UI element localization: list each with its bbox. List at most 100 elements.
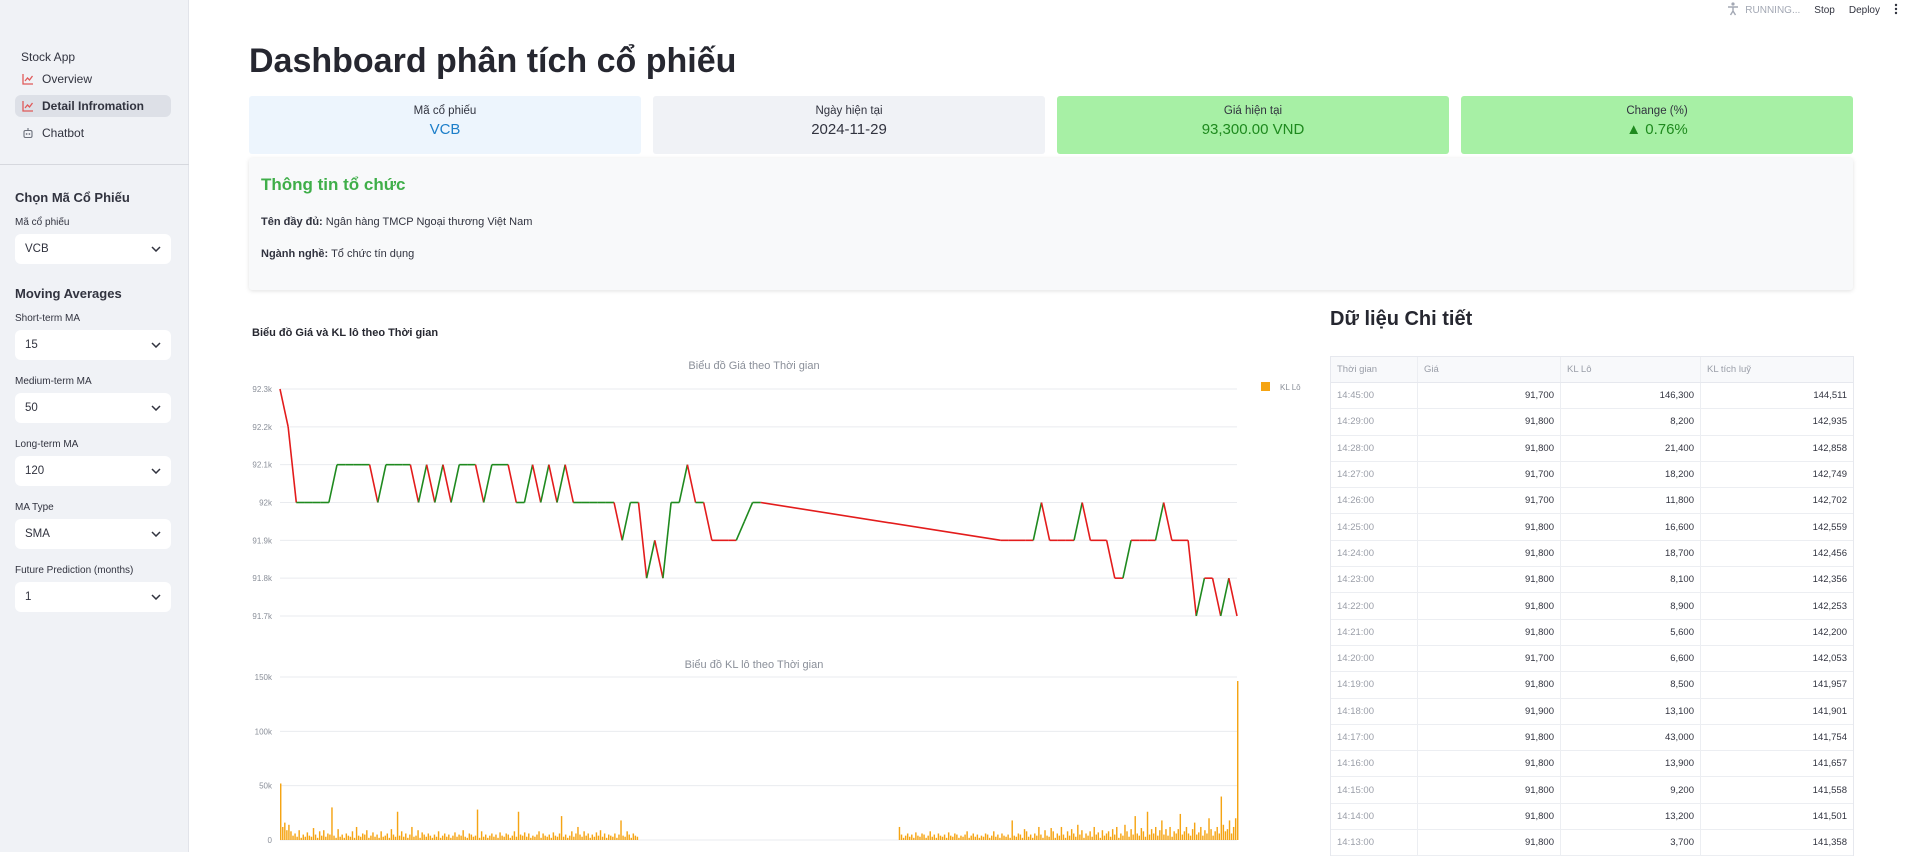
volume-bar [1009,837,1011,840]
chevron-down-icon [151,339,161,351]
volume-bar [1167,835,1169,840]
table-row[interactable]: 14:16:00 91,800 13,900 141,657 [1331,751,1853,778]
more-menu-icon[interactable] [1894,3,1898,18]
table-cell: 142,253 [1812,600,1847,612]
table-row[interactable]: 14:17:00 91,800 43,000 141,754 [1331,724,1853,752]
table-cell: 141,957 [1812,679,1847,691]
future-prediction-select[interactable]: 1 [15,582,171,612]
volume-bar [915,832,917,840]
nav-item-label: Chatbot [42,126,85,140]
nav-item-chatbot[interactable]: Chatbot [15,122,171,144]
column-header-volume[interactable]: KL Lô [1561,357,1701,382]
volume-bar [630,837,632,840]
table-cell: 91,800 [1418,435,1561,461]
volume-bar [1081,830,1083,840]
table-row[interactable]: 14:18:00 91,900 13,100 141,901 [1331,698,1853,725]
table-row[interactable]: 14:28:00 91,800 21,400 142,858 [1331,435,1853,462]
price-line-segment [1228,577,1238,617]
table-row[interactable]: 14:21:00 91,800 5,600 142,200 [1331,619,1853,646]
table-row[interactable]: 14:45:00 91,700 146,300 144,511 [1331,383,1853,410]
table-row[interactable]: 14:20:00 91,700 6,600 142,053 [1331,645,1853,673]
volume-bar [1122,835,1124,840]
volume-bar [1093,826,1095,840]
volume-bar [1019,834,1022,840]
table-row[interactable]: 14:15:00 91,800 9,200 141,558 [1331,777,1853,804]
charts-canvas[interactable]: Biểu đồ Giá theo Thời gian 92.3k92.2k92.… [190,0,1310,852]
volume-bar [470,834,473,840]
table-row[interactable]: 14:14:00 91,800 13,200 141,501 [1331,803,1853,831]
medium-ma-value: 50 [25,402,38,414]
volume-bar [1148,834,1151,840]
table-cell: 43,000 [1561,724,1701,751]
table-row[interactable]: 14:25:00 91,800 16,600 142,559 [1331,514,1853,541]
org-fullname-label: Tên đầy đủ: [261,216,323,228]
medium-ma-select[interactable]: 50 [15,393,171,423]
volume-bar [1228,820,1231,840]
legend-swatch [1261,382,1270,391]
volume-bar [931,836,933,840]
volume-bar [1138,835,1141,840]
volume-bar [413,836,415,840]
volume-bar [1017,833,1020,840]
nav-item-overview[interactable]: Overview [15,68,171,90]
column-header-cumulative[interactable]: KL tích luỹ [1707,364,1752,375]
volume-bar [1196,834,1198,840]
volume-bar [441,835,444,840]
deploy-button[interactable]: Deploy [1848,4,1880,16]
y-tick-label: 92.1k [252,461,273,470]
volume-bar [316,837,319,840]
detail-data-table[interactable]: Thời gian Giá KL Lô KL tích luỹ 14:45:00… [1330,356,1854,856]
volume-bar [1179,813,1182,840]
volume-bar [902,837,905,840]
table-row[interactable]: 14:23:00 91,800 8,100 142,356 [1331,567,1853,594]
table-cell: 141,501 [1812,810,1847,822]
ma-type-select[interactable]: SMA [15,519,171,549]
table-row[interactable]: 14:26:00 91,700 11,800 142,702 [1331,488,1853,515]
table-cell: 91,800 [1418,409,1561,435]
volume-bar [526,836,528,840]
table-row[interactable]: 14:19:00 91,800 8,500 141,957 [1331,672,1853,699]
volume-bar [462,830,464,840]
table-row[interactable]: 14:13:00 91,800 3,700 141,358 [1331,830,1853,856]
long-ma-select[interactable]: 120 [15,456,171,486]
long-ma-value: 120 [25,465,45,477]
column-header-time[interactable]: Thời gian [1331,357,1418,382]
metric-symbol-label: Mã cổ phiếu [413,105,477,117]
volume-bar [312,828,315,840]
volume-bar [898,826,901,840]
table-row[interactable]: 14:22:00 91,800 8,900 142,253 [1331,593,1853,620]
volume-bar [491,833,493,840]
price-line-segment [637,502,648,579]
volume-bar [1189,835,1192,840]
volume-bar [345,833,348,840]
stop-button[interactable]: Stop [1814,4,1835,16]
volume-bar [296,836,298,840]
volume-bar [597,835,600,840]
table-row[interactable]: 14:27:00 91,700 18,200 142,749 [1331,461,1853,489]
price-line-segment [482,464,493,503]
nav-app-title[interactable]: Stock App [21,50,76,64]
volume-bar [626,831,628,840]
short-ma-select[interactable]: 15 [15,330,171,360]
volume-bar [374,836,376,840]
price-line-segment [425,464,436,503]
volume-bar [425,836,427,840]
volume-bar [532,835,534,840]
org-fullname-value: Ngân hàng TMCP Ngoại thương Việt Nam [322,216,533,228]
stock-select[interactable]: VCB [15,234,171,264]
nav-item-detail[interactable]: Detail Infromation [15,95,171,117]
table-row[interactable]: 14:24:00 91,800 18,700 142,456 [1331,540,1853,568]
price-line-segment [1211,577,1222,617]
volume-bar [1099,837,1102,840]
volume-bar [972,833,974,840]
price-line-segment [328,464,338,503]
volume-bar [991,835,993,840]
table-row[interactable]: 14:29:00 91,800 8,200 142,935 [1331,409,1853,436]
volume-bar [1237,681,1239,840]
volume-bar [284,822,286,840]
volume-bar [392,834,395,840]
volume-bar [503,836,505,840]
volume-bar [1144,836,1147,840]
volume-bar [333,835,335,840]
column-header-price[interactable]: Giá [1418,357,1561,382]
